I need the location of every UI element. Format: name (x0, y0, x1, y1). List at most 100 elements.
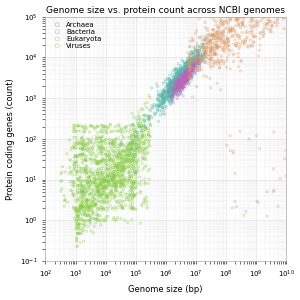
Eukaryota (227, 27, 232, 32)
Archaea (179, 76, 184, 81)
Viruses (79, 136, 83, 141)
Bacteria (185, 61, 190, 65)
Viruses (74, 226, 79, 231)
Eukaryota (272, 129, 276, 134)
Viruses (101, 185, 106, 190)
Archaea (186, 70, 191, 75)
Eukaryota (218, 29, 222, 34)
Bacteria (189, 64, 194, 69)
Viruses (77, 187, 82, 191)
Archaea (184, 70, 189, 75)
Bacteria (189, 67, 194, 72)
Viruses (136, 136, 140, 140)
Viruses (98, 146, 103, 151)
Viruses (99, 143, 104, 148)
Eukaryota (229, 15, 234, 20)
Viruses (128, 193, 133, 197)
Viruses (84, 140, 89, 145)
Viruses (58, 189, 63, 194)
Bacteria (158, 95, 163, 100)
Eukaryota (202, 47, 207, 52)
Viruses (136, 159, 141, 164)
Eukaryota (188, 44, 192, 49)
Archaea (181, 78, 186, 82)
Viruses (96, 176, 101, 181)
Viruses (93, 182, 98, 186)
Bacteria (185, 68, 190, 73)
Bacteria (172, 80, 176, 84)
Eukaryota (212, 33, 216, 38)
Viruses (103, 158, 108, 163)
Viruses (122, 168, 127, 172)
Viruses (146, 133, 151, 137)
Bacteria (193, 46, 198, 51)
Eukaryota (215, 61, 220, 66)
Eukaryota (222, 41, 227, 46)
Archaea (182, 80, 187, 85)
Bacteria (177, 81, 182, 86)
Bacteria (166, 83, 170, 88)
Bacteria (193, 54, 197, 59)
Eukaryota (239, 58, 244, 63)
Eukaryota (267, 14, 272, 19)
Viruses (88, 204, 93, 208)
Eukaryota (268, 10, 273, 14)
Viruses (95, 143, 100, 148)
Viruses (89, 191, 94, 196)
Viruses (137, 146, 142, 151)
Viruses (100, 205, 104, 210)
Bacteria (168, 84, 173, 89)
Viruses (71, 179, 76, 184)
Archaea (182, 74, 187, 79)
Viruses (115, 200, 120, 205)
Viruses (142, 134, 147, 139)
Eukaryota (238, 41, 243, 46)
Bacteria (180, 70, 185, 75)
Viruses (84, 164, 88, 169)
Viruses (114, 180, 119, 184)
Viruses (132, 124, 136, 129)
Viruses (73, 155, 78, 160)
Eukaryota (238, 44, 242, 49)
Bacteria (178, 70, 183, 75)
Archaea (182, 81, 187, 85)
Eukaryota (257, 48, 262, 53)
Eukaryota (226, 47, 231, 52)
Viruses (109, 189, 114, 194)
Eukaryota (205, 28, 210, 33)
Viruses (143, 197, 148, 202)
Viruses (119, 177, 124, 182)
Eukaryota (269, 29, 274, 34)
Eukaryota (220, 21, 224, 26)
Viruses (97, 174, 101, 178)
Bacteria (194, 56, 198, 60)
Viruses (101, 160, 106, 165)
Archaea (195, 58, 200, 63)
Archaea (176, 83, 180, 88)
Bacteria (180, 72, 185, 77)
Viruses (124, 183, 128, 188)
Viruses (78, 176, 82, 181)
Viruses (102, 178, 107, 183)
Bacteria (178, 77, 182, 82)
Archaea (173, 92, 178, 97)
Bacteria (191, 56, 196, 60)
Bacteria (174, 72, 178, 77)
Viruses (129, 140, 134, 145)
Eukaryota (209, 47, 214, 52)
Eukaryota (291, 172, 296, 177)
Eukaryota (269, 23, 274, 28)
Viruses (109, 158, 114, 163)
Viruses (136, 180, 141, 185)
Viruses (91, 124, 95, 129)
Viruses (84, 218, 89, 223)
Bacteria (186, 58, 191, 63)
Viruses (106, 158, 111, 163)
Viruses (136, 109, 141, 114)
Eukaryota (207, 39, 212, 44)
Eukaryota (206, 45, 211, 50)
Viruses (81, 188, 85, 193)
Bacteria (177, 83, 182, 88)
Bacteria (171, 85, 176, 90)
Viruses (95, 171, 100, 176)
